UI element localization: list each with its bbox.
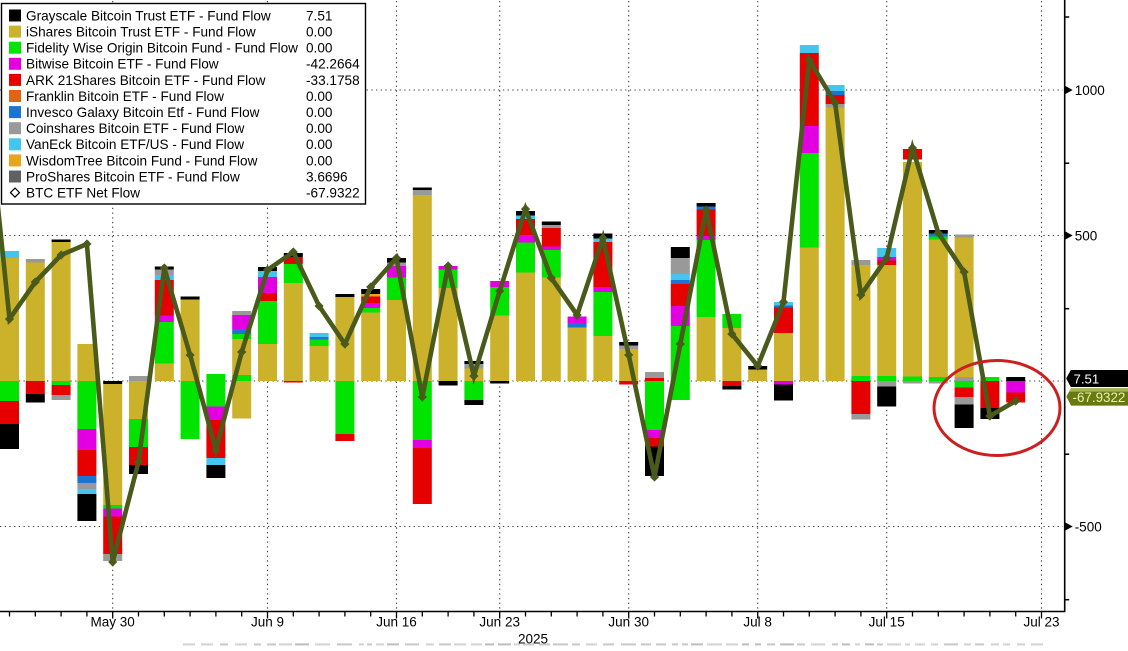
svg-text:Bitwise Bitcoin ETF - Fund Flo: Bitwise Bitcoin ETF - Fund Flow [26, 57, 219, 72]
svg-text:500: 500 [1075, 228, 1098, 243]
svg-text:0.00: 0.00 [306, 153, 333, 168]
svg-text:Jul 8: Jul 8 [743, 615, 772, 630]
svg-text:Fidelity Wise Origin Bitcoin F: Fidelity Wise Origin Bitcoin Fund - Fund… [26, 41, 298, 56]
svg-text:0.00: 0.00 [306, 105, 333, 120]
svg-text:3.6696: 3.6696 [306, 169, 348, 184]
svg-text:7.51: 7.51 [306, 8, 332, 23]
svg-text:1000: 1000 [1075, 83, 1105, 98]
svg-text:0.00: 0.00 [306, 89, 333, 104]
svg-text:0.00: 0.00 [306, 41, 333, 56]
svg-text:Jun 9: Jun 9 [251, 615, 284, 630]
svg-text:iShares Bitcoin Trust ETF - Fu: iShares Bitcoin Trust ETF - Fund Flow [26, 25, 256, 40]
svg-text:ARK 21Shares Bitcoin ETF - Fun: ARK 21Shares Bitcoin ETF - Fund Flow [26, 73, 266, 88]
svg-text:Jun 30: Jun 30 [608, 615, 649, 630]
svg-text:Coinshares Bitcoin ETF - Fund: Coinshares Bitcoin ETF - Fund Flow [26, 121, 245, 136]
svg-text:Invesco Galaxy Bitcoin Etf - F: Invesco Galaxy Bitcoin Etf - Fund Flow [26, 105, 260, 120]
svg-text:Grayscale Bitcoin Trust ETF -: Grayscale Bitcoin Trust ETF - Fund Flow [26, 8, 271, 23]
svg-text:Jun 23: Jun 23 [479, 615, 520, 630]
svg-text:-67.9322: -67.9322 [306, 186, 360, 201]
svg-text:May 30: May 30 [91, 615, 135, 630]
svg-text:-67.9322: -67.9322 [1073, 390, 1126, 405]
svg-text:0.00: 0.00 [306, 25, 333, 40]
svg-text:Jun 16: Jun 16 [376, 615, 417, 630]
svg-text:0.00: 0.00 [306, 121, 333, 136]
svg-text:7.51: 7.51 [1074, 372, 1100, 387]
svg-text:0.00: 0.00 [306, 137, 333, 152]
svg-text:-42.2664: -42.2664 [306, 57, 360, 72]
svg-text:BTC ETF Net Flow: BTC ETF Net Flow [26, 186, 140, 201]
svg-text:-500: -500 [1075, 519, 1102, 534]
svg-text:Jul 23: Jul 23 [1023, 615, 1059, 630]
svg-text:2025: 2025 [518, 632, 548, 647]
svg-text:Franklin Bitcoin ETF - Fund Fl: Franklin Bitcoin ETF - Fund Flow [26, 89, 224, 104]
svg-text:Jul 15: Jul 15 [869, 615, 905, 630]
svg-text:-33.1758: -33.1758 [306, 73, 360, 88]
svg-text:WisdomTree Bitcoin Fund - Fund: WisdomTree Bitcoin Fund - Fund Flow [26, 153, 258, 168]
svg-text:VanEck Bitcoin ETF/US - Fund F: VanEck Bitcoin ETF/US - Fund Flow [26, 137, 244, 152]
svg-text:ProShares Bitcoin ETF - Fund F: ProShares Bitcoin ETF - Fund Flow [26, 169, 240, 184]
